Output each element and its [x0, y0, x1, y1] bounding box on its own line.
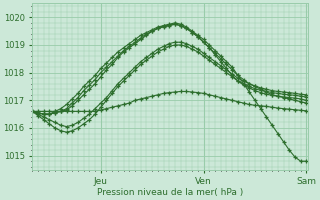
- X-axis label: Pression niveau de la mer( hPa ): Pression niveau de la mer( hPa ): [97, 188, 243, 197]
